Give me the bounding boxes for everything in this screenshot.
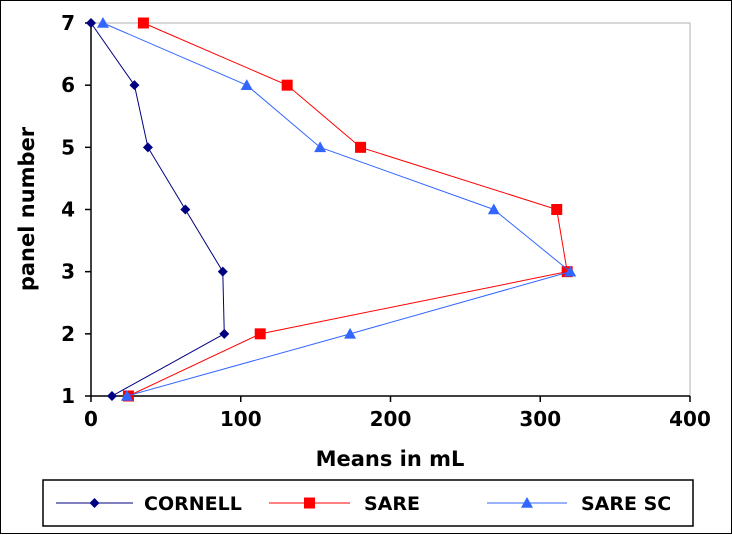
y-tick-label: 1 — [61, 384, 75, 408]
data-point-sare-sc — [344, 327, 357, 339]
x-tick-label: 400 — [669, 407, 711, 431]
legend-marker-sare — [304, 497, 315, 509]
data-point-sare-sc — [240, 79, 253, 90]
legend-box — [42, 479, 694, 527]
data-point-cornell — [86, 18, 96, 28]
y-tick-label: 3 — [61, 260, 75, 284]
data-point-sare-sc — [120, 390, 133, 401]
y-tick-label: 5 — [61, 135, 75, 159]
y-tick-label: 4 — [61, 198, 75, 222]
data-point-sare — [254, 328, 266, 340]
data-point-sare-sc — [96, 17, 109, 28]
x-tick-label: 100 — [220, 407, 262, 431]
data-point-cornell — [217, 266, 228, 277]
legend-label-cornell: CORNELL — [144, 493, 242, 515]
plot-area — [90, 22, 691, 397]
y-axis-title: panel number — [15, 126, 39, 291]
data-point-sare — [551, 204, 563, 215]
y-tick-label: 7 — [61, 11, 75, 35]
y-tick-label: 6 — [61, 73, 75, 97]
data-point-cornell — [106, 391, 117, 401]
data-point-sare-sc — [487, 203, 500, 215]
x-axis-title: Means in mL — [316, 447, 465, 471]
data-point-cornell — [142, 142, 153, 153]
data-point-cornell — [180, 204, 191, 215]
y-ticks: 1 2 3 4 5 6 7 — [61, 11, 91, 408]
series-layer — [86, 17, 577, 402]
data-point-sare — [137, 17, 149, 29]
legend-marker-sare-sc — [521, 497, 533, 508]
legend-marker-cornell — [89, 498, 100, 508]
data-point-sare-sc — [564, 265, 577, 277]
x-tick-label: 300 — [519, 407, 561, 431]
legend: CORNELL SARE SARE SC — [56, 493, 671, 515]
data-point-sare-sc — [314, 141, 327, 153]
data-point-sare — [355, 141, 367, 153]
legend-label-sare: SARE — [364, 493, 420, 515]
legend-label-sare-sc: SARE SC — [581, 493, 671, 515]
data-point-sare — [281, 79, 293, 91]
y-tick-label: 2 — [61, 322, 75, 346]
x-tick-label: 0 — [84, 407, 98, 431]
data-point-cornell — [129, 80, 140, 91]
x-tick-label: 200 — [370, 407, 412, 431]
data-point-cornell — [219, 328, 230, 339]
x-ticks: 0 100 200 300 400 — [84, 396, 711, 431]
